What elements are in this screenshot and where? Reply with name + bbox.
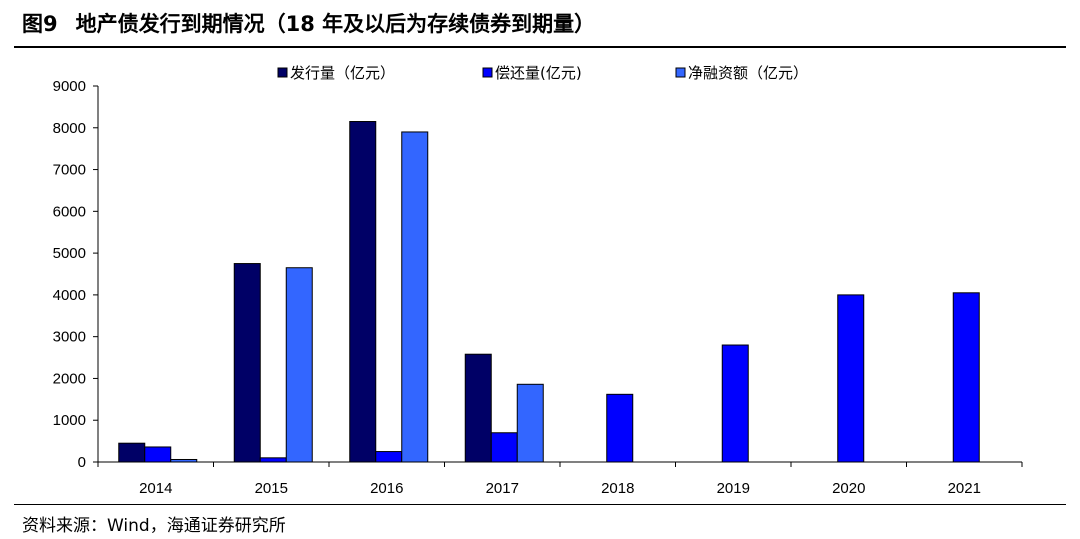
legend-swatch-series3 — [675, 67, 686, 78]
figure-title-text: 地产债发行到期情况（18 年及以后为存续债券到期量） — [75, 12, 596, 36]
bar-series2-2019 — [721, 344, 749, 463]
y-tick-label: 9000 — [53, 78, 86, 95]
bar-series2-2018 — [606, 393, 634, 463]
bar-series2-2014 — [144, 446, 172, 463]
bar-series3-2017 — [516, 383, 544, 463]
legend-swatch-series2 — [482, 67, 493, 78]
bar-series2-2016 — [375, 451, 403, 463]
legend-label-series2: 偿还量(亿元) — [495, 64, 582, 82]
y-tick-label: 3000 — [53, 329, 86, 346]
x-tick-label: 2021 — [948, 480, 981, 497]
bar-series2-2020 — [837, 294, 865, 463]
y-tick-label: 7000 — [53, 162, 86, 179]
bar-series3-2015 — [285, 267, 313, 463]
y-tick-label: 6000 — [53, 203, 86, 220]
bar-series3-2014 — [170, 458, 198, 463]
x-tick-label: 2015 — [255, 480, 288, 497]
x-tick-label: 2014 — [139, 480, 172, 497]
top-rule — [14, 46, 1066, 48]
x-tick-label: 2018 — [601, 480, 634, 497]
bar-series2-2015 — [259, 457, 287, 463]
x-tick-label: 2019 — [717, 480, 750, 497]
y-tick-label: 5000 — [53, 245, 86, 262]
chart-bars — [118, 121, 980, 463]
chart-axes: 0 1000 2000 3000 4000 5000 6000 7000 8000 9000 201… — [53, 78, 1023, 497]
figure-title: 图9 地产债发行到期情况（18 年及以后为存续债券到期量） — [22, 8, 595, 38]
y-tick-label: 2000 — [53, 370, 86, 387]
bar-series2-2017 — [490, 432, 518, 463]
bar-series3-2016 — [401, 131, 429, 463]
x-tick-label: 2016 — [370, 480, 403, 497]
y-tick-label: 0 — [78, 454, 86, 471]
figure-header: 图9 地产债发行到期情况（18 年及以后为存续债券到期量） — [0, 0, 1080, 46]
y-tick-label: 8000 — [53, 120, 86, 137]
bar-series1-2014 — [118, 442, 146, 463]
bar-series2-2021 — [952, 292, 980, 463]
x-tick-label: 2020 — [832, 480, 865, 497]
bar-series1-2017 — [464, 353, 492, 463]
legend-swatch-series1 — [277, 67, 288, 78]
source-note: 资料来源：Wind，海通证券研究所 — [22, 516, 286, 536]
bar-series1-2016 — [349, 121, 377, 463]
x-tick-label: 2017 — [486, 480, 519, 497]
bottom-rule — [14, 504, 1066, 505]
legend-label-series3: 净融资额（亿元） — [688, 64, 808, 82]
chart-legend: 发行量（亿元） 偿还量(亿元) 净融资额（亿元） — [277, 64, 808, 82]
bar-series1-2015 — [233, 263, 261, 463]
y-tick-label: 4000 — [53, 287, 86, 304]
legend-label-series1: 发行量（亿元） — [290, 64, 395, 82]
y-tick-label: 1000 — [53, 412, 86, 429]
figure-number: 图9 — [22, 12, 58, 36]
